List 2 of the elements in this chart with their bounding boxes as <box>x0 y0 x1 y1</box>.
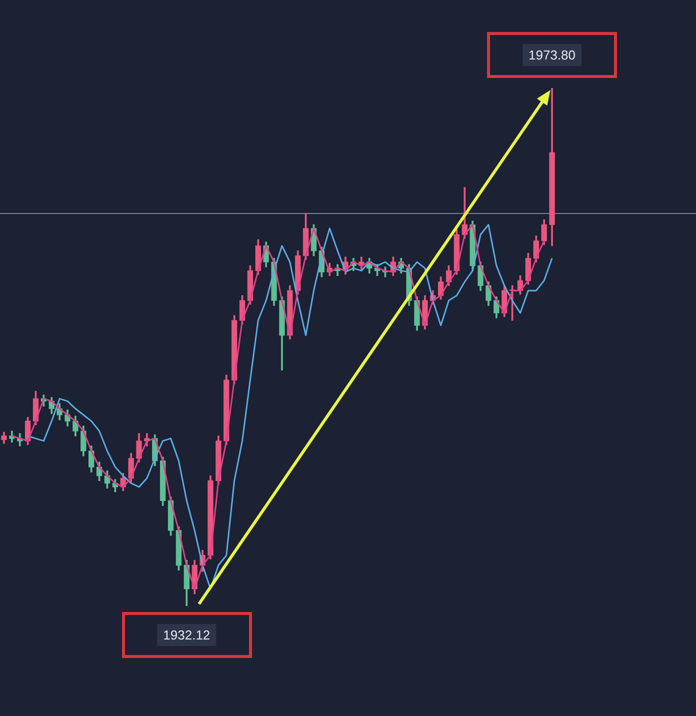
annotation: 1973.80 <box>528 48 576 63</box>
annotation: 1932.12 <box>163 628 210 643</box>
